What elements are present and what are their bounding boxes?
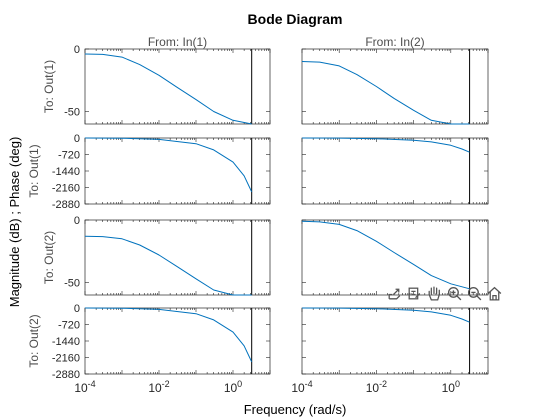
pan-icon[interactable] bbox=[425, 284, 443, 302]
brush-icon[interactable] bbox=[405, 284, 423, 302]
panel bbox=[301, 48, 489, 125]
x-tick-label: 10-2 bbox=[148, 379, 169, 395]
axes-box bbox=[84, 307, 271, 375]
axes-box bbox=[301, 137, 489, 205]
axes-box bbox=[84, 219, 271, 296]
series-line bbox=[84, 53, 252, 125]
series-line bbox=[84, 307, 253, 363]
axes-box bbox=[84, 48, 271, 125]
series-line bbox=[84, 235, 252, 296]
y-tick-label: 0 bbox=[74, 215, 80, 227]
series-line bbox=[84, 137, 253, 193]
y-tick-label: -2880 bbox=[52, 369, 80, 381]
row-label: To: Out(2) bbox=[27, 314, 41, 367]
y-tick-label: 0 bbox=[74, 133, 80, 145]
y-tick-label: -2880 bbox=[52, 199, 80, 211]
y-tick-label: -1440 bbox=[52, 336, 80, 348]
row-labels: To: Out(1) To: Out(1) To: Out(2) To: Out(2) bbox=[27, 60, 56, 368]
export-icon[interactable] bbox=[385, 284, 403, 302]
panel bbox=[301, 219, 489, 296]
x-tick-label: 100 bbox=[224, 379, 242, 395]
x-tick-label: 10-4 bbox=[291, 379, 312, 395]
y-tick-label: 0 bbox=[74, 44, 80, 56]
series-line bbox=[301, 307, 470, 323]
row-label: To: Out(1) bbox=[42, 60, 56, 113]
row-label: To: Out(2) bbox=[42, 231, 56, 284]
y-tick-label: -2160 bbox=[52, 353, 80, 365]
chart-title: Bode Diagram bbox=[248, 11, 343, 27]
y-tick-label: 0 bbox=[74, 303, 80, 315]
column-title: From: In(2) bbox=[365, 35, 424, 49]
zoom-out-icon[interactable] bbox=[465, 284, 483, 302]
axes-box bbox=[84, 137, 271, 205]
column-titles: From: In(1) From: In(2) bbox=[148, 35, 425, 49]
x-tick-label: 10-2 bbox=[366, 379, 387, 395]
axes-box bbox=[301, 219, 489, 296]
series-line bbox=[301, 61, 470, 125]
panels: 0 -50 0 -720 -1440 -2160 -2880 0 -50 0 -720 -1440 -2… bbox=[52, 44, 489, 395]
series-line bbox=[301, 220, 470, 290]
y-tick-label: -50 bbox=[64, 107, 80, 119]
panel: 0 -50 bbox=[64, 215, 271, 296]
axes-box bbox=[301, 48, 489, 125]
panel: 10-4 10-2 100 bbox=[291, 307, 489, 395]
row-label: To: Out(1) bbox=[27, 144, 41, 197]
figure-toolbar bbox=[385, 284, 503, 302]
x-tick-label: 10-4 bbox=[74, 379, 95, 395]
panel: 0 -720 -1440 -2160 -2880 bbox=[52, 133, 271, 211]
home-icon[interactable] bbox=[485, 284, 503, 302]
y-tick-label: -2160 bbox=[52, 183, 80, 195]
y-axis-label: Magnitude (dB) ; Phase (deg) bbox=[7, 137, 22, 308]
y-tick-label: -50 bbox=[64, 278, 80, 290]
column-title: From: In(1) bbox=[148, 35, 207, 49]
series-line bbox=[301, 137, 470, 153]
x-axis-label: Frequency (rad/s) bbox=[244, 402, 347, 417]
y-tick-label: -1440 bbox=[52, 166, 80, 178]
x-tick-label: 100 bbox=[442, 379, 460, 395]
panel: 0 -50 bbox=[64, 44, 271, 125]
y-tick-label: -720 bbox=[58, 150, 80, 162]
zoom-in-icon[interactable] bbox=[445, 284, 463, 302]
y-tick-label: -720 bbox=[58, 320, 80, 332]
panel bbox=[301, 137, 489, 205]
